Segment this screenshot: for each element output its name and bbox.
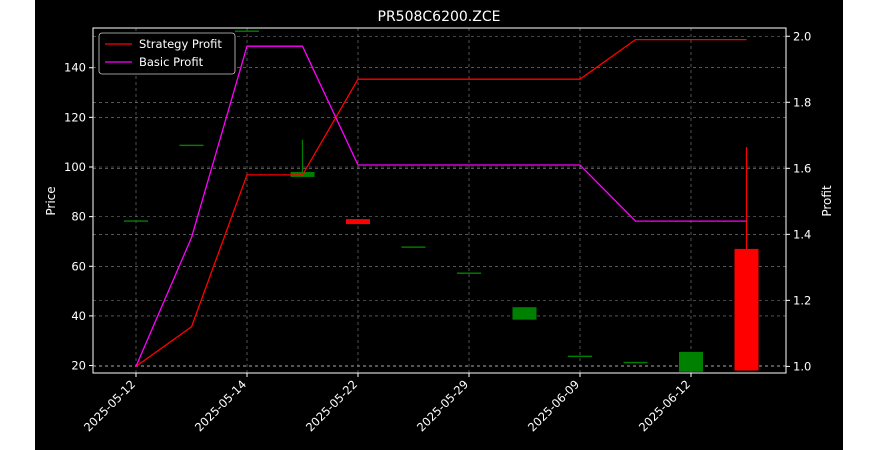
candle-body [179, 144, 204, 147]
y-tick-label: 100 [64, 160, 86, 174]
y-tick-label: 40 [71, 309, 86, 323]
right-y-axis: 1.0 1.2 1.4 1.6 1.8 2.0 [786, 29, 811, 373]
legend-label: Strategy Profit [139, 37, 222, 51]
candle-body [734, 248, 759, 371]
candle-body [235, 30, 259, 32]
y2-tick-label: 1.2 [793, 293, 811, 307]
y2-tick-label: 1.6 [793, 161, 811, 175]
y2-tick-label: 1.0 [793, 359, 811, 373]
figure-background [35, 0, 843, 450]
y-axis-label-right: Profit [820, 185, 834, 217]
candle-body [512, 307, 537, 320]
candle-body [623, 361, 648, 364]
candle-body [457, 272, 481, 274]
candle-body [568, 355, 592, 358]
y-tick-label: 60 [71, 259, 86, 273]
y-tick-label: 80 [71, 210, 86, 224]
legend: Strategy Profit Basic Profit [98, 32, 236, 75]
legend-box [98, 32, 236, 75]
y2-tick-label: 1.4 [793, 227, 811, 241]
y2-tick-label: 2.0 [793, 29, 811, 43]
plot-frame [92, 27, 787, 374]
candle-body [401, 246, 426, 248]
y-axis-label-left: Price [44, 186, 58, 215]
profit-lines [135, 38, 747, 367]
candle-body [679, 351, 703, 372]
legend-label: Basic Profit [139, 55, 204, 69]
strategy-profit-line [135, 38, 747, 367]
y-tick-label: 140 [64, 61, 86, 75]
basic-profit-line [135, 45, 747, 367]
chart-title: PR508C6200.ZCE [378, 9, 501, 25]
candle-body [346, 219, 370, 225]
y-tick-label: 120 [64, 110, 86, 124]
candle-body [124, 220, 148, 222]
y2-tick-label: 1.8 [793, 95, 811, 109]
left-y-axis: 20 40 60 80 100 120 140 [64, 61, 93, 373]
y-tick-label: 20 [71, 359, 86, 373]
